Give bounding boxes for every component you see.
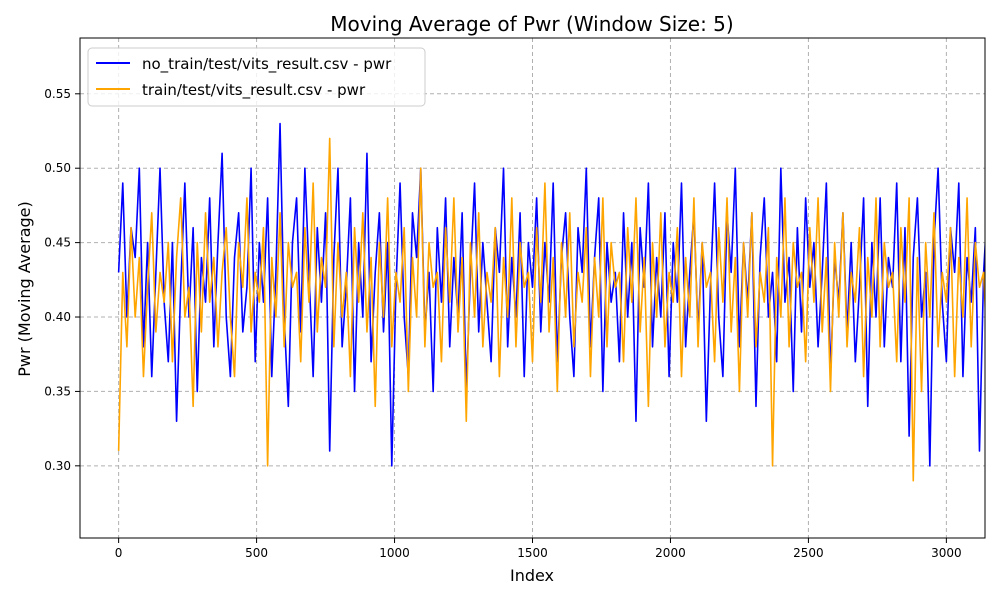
y-tick-label: 0.55 xyxy=(44,87,71,101)
x-tick-label: 500 xyxy=(245,546,268,560)
series-layer xyxy=(117,122,985,482)
x-tick-label: 2500 xyxy=(793,546,824,560)
y-tick-label: 0.35 xyxy=(44,384,71,398)
y-tick-label: 0.50 xyxy=(44,161,71,175)
x-tick-label: 1500 xyxy=(517,546,548,560)
x-tick-label: 2000 xyxy=(655,546,686,560)
series-line-train xyxy=(117,137,985,482)
chart-title: Moving Average of Pwr (Window Size: 5) xyxy=(330,12,733,36)
x-axis-label: Index xyxy=(510,566,554,585)
series-line-no-train xyxy=(117,122,985,467)
y-axis-label: Pwr (Moving Average) xyxy=(15,201,34,376)
legend-label-train: train/test/vits_result.csv - pwr xyxy=(142,81,366,100)
y-tick-label: 0.40 xyxy=(44,310,71,324)
y-axis: 0.30 0.35 0.40 0.45 0.50 0.55 xyxy=(44,87,80,473)
x-axis: 0 500 1000 1500 2000 2500 3000 xyxy=(115,538,962,560)
legend: no_train/test/vits_result.csv - pwr trai… xyxy=(87,47,426,107)
x-tick-label: 3000 xyxy=(931,546,962,560)
x-tick-label: 0 xyxy=(115,546,123,560)
y-tick-label: 0.45 xyxy=(44,236,71,250)
legend-label-no-train: no_train/test/vits_result.csv - pwr xyxy=(142,55,392,74)
y-tick-label: 0.30 xyxy=(44,459,71,473)
legend-box xyxy=(87,47,426,107)
x-tick-label: 1000 xyxy=(379,546,410,560)
